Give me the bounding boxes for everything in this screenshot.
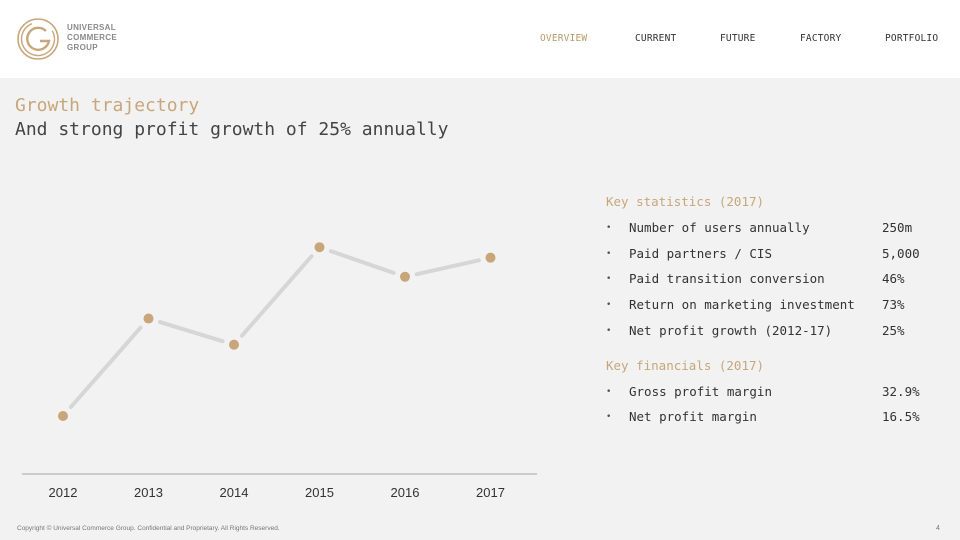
stat-row: • Number of users annually 250m [606, 219, 946, 237]
logo-text-line: UNIVERSAL [67, 23, 116, 32]
stat-row: • Paid transition conversion 46% [606, 270, 946, 288]
data-point-2013 [143, 313, 154, 324]
key-financials-heading: Key financials (2017) [606, 358, 765, 373]
stat-row: • Net profit growth (2012-17) 25% [606, 322, 946, 340]
stat-value: 5,000 [882, 246, 920, 261]
key-statistics-heading: Key statistics (2017) [606, 194, 765, 209]
financial-label: Net profit margin [629, 409, 757, 424]
data-point-2014 [229, 339, 239, 350]
series-line-segment [328, 249, 396, 275]
data-point-2015 [314, 242, 325, 253]
bullet: • [606, 387, 612, 397]
data-point-2012 [58, 411, 68, 421]
stat-value: 250m [882, 220, 913, 235]
stat-row: • Paid partners / CIS 5,000 [606, 245, 946, 263]
financial-row: • Net profit margin 16.5% [606, 408, 946, 426]
stat-label: Paid transition conversion [629, 271, 825, 286]
bullet: • [606, 326, 612, 336]
series-line-segment [414, 258, 481, 277]
growth-line-chart: 2012 2013 2014 2015 2016 2017 [22, 242, 537, 500]
x-axis-labels: 2012 2013 2014 2015 2016 2017 [49, 485, 505, 500]
nav-overview[interactable]: OVERVIEW [540, 33, 588, 44]
stat-value: 73% [882, 297, 905, 312]
copyright-footer: Copyright © Universal Commerce Group. Co… [17, 525, 280, 532]
nav-future[interactable]: FUTURE [720, 33, 756, 44]
bullet: • [606, 223, 612, 233]
universal-commerce-group-logo-icon [17, 18, 59, 60]
financial-value: 16.5% [882, 409, 920, 424]
x-tick-label-2017: 2017 [476, 485, 505, 500]
stat-label: Number of users annually [629, 220, 810, 235]
nav-factory[interactable]: FACTORY [800, 33, 842, 44]
logo-text-line: COMMERCE [67, 33, 117, 42]
chart-points [58, 242, 496, 421]
header: UNIVERSAL COMMERCE GROUP OVERVIEW CURREN… [0, 0, 960, 78]
logo-text: UNIVERSAL COMMERCE GROUP [67, 23, 117, 53]
stat-row: • Return on marketing investment 73% [606, 296, 946, 314]
nav-current[interactable]: CURRENT [635, 33, 677, 44]
financial-label: Gross profit margin [629, 384, 772, 399]
chart-lines [68, 249, 481, 409]
stat-value: 46% [882, 271, 905, 286]
nav-portfolio[interactable]: PORTFOLIO [885, 33, 939, 44]
series-line-segment [68, 325, 143, 409]
x-tick-label-2015: 2015 [305, 485, 334, 500]
slide-title: Growth trajectory [15, 95, 200, 116]
slide-subtitle: And strong profit growth of 25% annually [15, 119, 449, 140]
x-tick-label-2012: 2012 [49, 485, 78, 500]
series-line-segment [157, 320, 225, 344]
bullet: • [606, 274, 612, 284]
bullet: • [606, 249, 612, 259]
data-point-2016 [400, 271, 410, 282]
series-line-segment [239, 254, 314, 338]
x-tick-label-2014: 2014 [220, 485, 249, 500]
page-number: 4 [936, 525, 940, 532]
financial-value: 32.9% [882, 384, 920, 399]
data-point-2017 [485, 252, 496, 263]
x-tick-label-2016: 2016 [391, 485, 420, 500]
stat-label: Paid partners / CIS [629, 246, 772, 261]
stat-label: Net profit growth (2012-17) [629, 323, 833, 338]
bullet: • [606, 412, 612, 422]
stat-value: 25% [882, 323, 905, 338]
bullet: • [606, 300, 612, 310]
x-tick-label-2013: 2013 [134, 485, 163, 500]
logo-text-line: GROUP [67, 43, 98, 52]
financial-row: • Gross profit margin 32.9% [606, 383, 946, 401]
stat-label: Return on marketing investment [629, 297, 855, 312]
